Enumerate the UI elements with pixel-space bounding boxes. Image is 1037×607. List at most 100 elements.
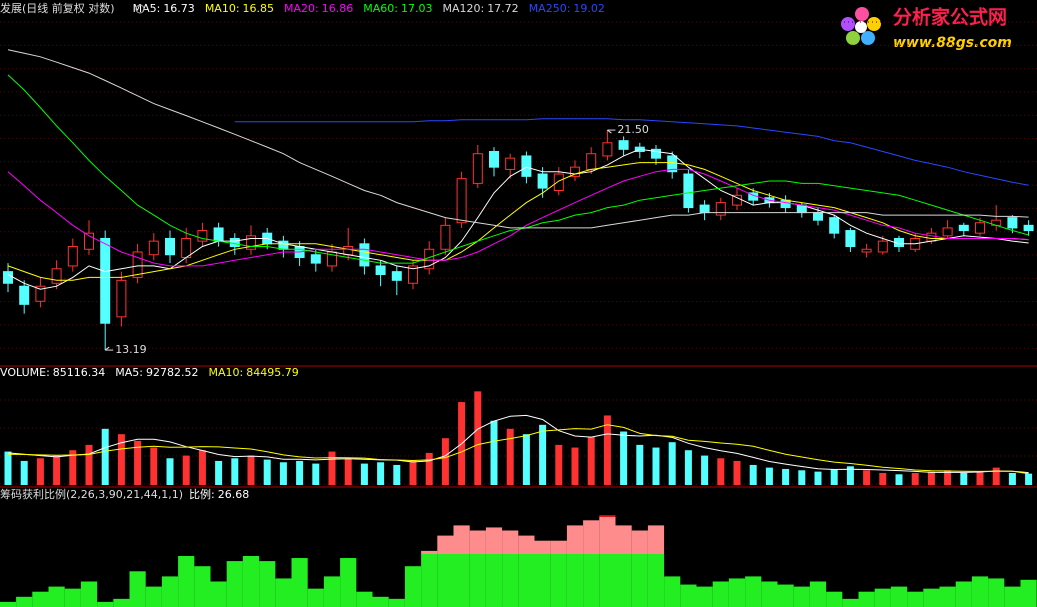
ratio-bar	[745, 576, 762, 607]
volume-ma-line	[7, 414, 1029, 474]
volume-bar	[846, 466, 854, 485]
ratio-bar	[291, 558, 308, 607]
ratio-bar	[437, 535, 454, 607]
volume-bar	[409, 460, 417, 485]
volume-bar	[474, 391, 482, 485]
volume-bar	[117, 434, 125, 485]
volume-bar	[765, 467, 773, 485]
legend-value: 84495.79	[246, 366, 299, 379]
legend-value: 16.73	[163, 2, 195, 15]
volume-bar	[360, 463, 368, 485]
legend-value: 17.03	[401, 2, 433, 15]
candle-body	[132, 251, 143, 278]
ratio-bar	[842, 598, 859, 607]
ratio-bar	[502, 530, 519, 607]
moving-average-line	[7, 49, 1029, 229]
ratio-bar	[939, 586, 956, 607]
volume-bar	[150, 447, 158, 485]
ratio-bar	[453, 525, 470, 607]
candle-body	[537, 173, 548, 189]
ratio-bar	[664, 576, 681, 607]
ratio-bar	[323, 576, 341, 607]
moving-average-line	[234, 118, 1029, 186]
ratio-bar	[583, 520, 600, 607]
volume-bar	[198, 450, 206, 485]
logo-url: www.88gs.com	[893, 35, 1012, 51]
volume-bar	[425, 452, 433, 485]
candle-body	[1023, 224, 1034, 232]
ratio-bar	[518, 535, 535, 607]
candle-body	[84, 232, 94, 250]
candle-body	[375, 265, 386, 276]
moving-average-line	[7, 162, 1029, 281]
volume-bar	[701, 455, 709, 485]
legend-value: 17.72	[487, 2, 519, 15]
volume-bar	[1025, 473, 1033, 485]
volume-bar	[992, 467, 1000, 485]
volume-ma-line	[7, 424, 1029, 475]
annotation-tick	[607, 129, 612, 134]
candle-body	[197, 230, 208, 242]
volume-bar	[182, 455, 190, 485]
ratio-bar	[340, 558, 357, 607]
candle-body	[861, 248, 872, 253]
ratio-bar	[178, 556, 195, 607]
legend-value: 92782.52	[146, 366, 199, 379]
ratio-bar	[777, 584, 794, 607]
volume-bar	[53, 455, 61, 485]
logo-petal	[846, 31, 860, 45]
volume-bar	[247, 455, 255, 485]
candle-body	[343, 246, 354, 256]
ratio-bar	[80, 581, 98, 607]
ratio-bar	[129, 571, 146, 607]
ratio-bar	[1020, 579, 1037, 607]
volume-bar	[717, 458, 725, 485]
ratio-bar	[826, 591, 843, 607]
volume-bar	[279, 462, 287, 485]
logo-petal	[861, 31, 875, 45]
logo-petal	[867, 17, 881, 31]
logo-center	[855, 21, 867, 33]
legend-label: MA10:	[209, 366, 244, 379]
volume-bar	[231, 458, 239, 485]
ratio-bar	[275, 578, 292, 607]
ratio-bar	[696, 586, 713, 607]
ratio-bar	[48, 586, 65, 607]
ratio-bar	[631, 530, 648, 607]
ratio-bar	[955, 581, 972, 607]
volume-bar	[782, 468, 790, 485]
candle-body	[391, 271, 402, 281]
legend-label: MA120:	[442, 2, 484, 15]
volume-bar	[490, 420, 498, 485]
candle-body	[408, 265, 418, 284]
annotation-label: 13.19	[115, 343, 147, 356]
candle-body	[926, 232, 937, 242]
volume-bar	[20, 460, 28, 485]
ratio-bar	[761, 581, 778, 607]
volume-bar	[328, 451, 336, 485]
ratio-bar	[372, 596, 389, 607]
volume-bar	[603, 415, 611, 485]
ratio-bar	[534, 540, 551, 607]
candle-body	[829, 217, 840, 234]
volume-bar	[830, 468, 838, 485]
legend-label: MA10:	[205, 2, 240, 15]
volume-bar	[911, 472, 919, 485]
ratio-bar	[145, 586, 162, 607]
candle-body	[51, 268, 62, 284]
candle-body	[667, 155, 678, 173]
volume-bar	[798, 470, 806, 485]
volume-bar	[944, 470, 952, 485]
legend-value: 19.02	[573, 2, 605, 15]
ratio-bar	[469, 530, 486, 607]
candle-body	[699, 204, 710, 214]
ratio-bar	[161, 576, 179, 607]
legend-value: 16.86	[322, 2, 354, 15]
volume-bar	[296, 460, 304, 485]
candle-body	[472, 153, 483, 184]
ratio-bar	[259, 561, 276, 607]
candle-body	[165, 237, 175, 256]
ratio-bar	[599, 515, 616, 607]
candle-body	[942, 227, 953, 237]
